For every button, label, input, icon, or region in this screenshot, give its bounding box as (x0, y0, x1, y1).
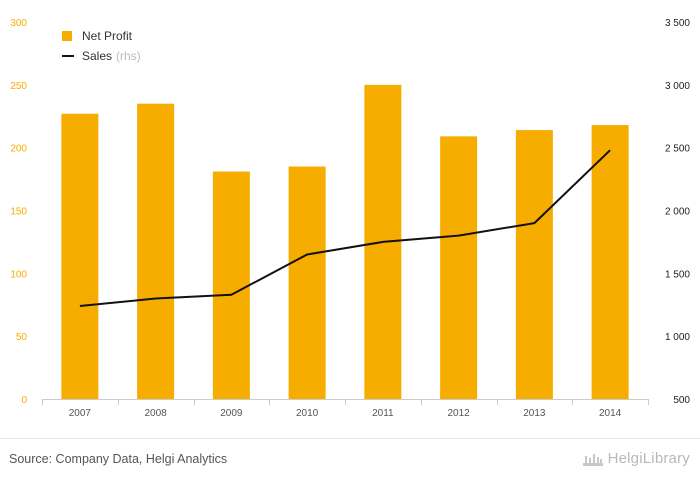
legend-item-net-profit: Net Profit (62, 26, 141, 46)
left-tick-label: 0 (21, 395, 27, 406)
left-tick-label: 150 (10, 207, 27, 218)
legend-label-sales: Sales (82, 49, 113, 63)
legend-item-sales: Sales (rhs) (62, 46, 141, 66)
bar-2007 (61, 113, 99, 399)
x-tick-label-2014: 2014 (599, 408, 622, 419)
footer-divider (0, 438, 700, 439)
library-icon (582, 453, 603, 466)
right-tick-label: 3 000 (665, 81, 690, 92)
line-swatch-icon (62, 55, 74, 57)
brand-name: HelgiLibrary (607, 450, 690, 467)
x-tick-label-2007: 2007 (69, 408, 92, 419)
chart-canvas: 2007 2008 2009 2010 2011 2012 2013 2014 0 50 100 15… (10, 18, 690, 419)
x-tick-label-2013: 2013 (523, 408, 546, 419)
right-tick-label: 500 (673, 395, 690, 406)
legend-note-rhs: (rhs) (116, 49, 141, 63)
x-tick-label-2011: 2011 (372, 408, 394, 419)
right-tick-label: 3 500 (665, 18, 690, 29)
sales-line (79, 149, 611, 307)
right-tick-label: 1 500 (665, 269, 690, 280)
left-tick-label: 100 (10, 269, 27, 280)
bar-2012 (440, 136, 478, 399)
brand-logo: HelgiLibrary (582, 450, 690, 467)
legend: Net Profit Sales (rhs) (62, 26, 141, 66)
bar-2014 (591, 125, 629, 400)
x-tick-label-2008: 2008 (145, 408, 168, 419)
right-tick-label: 1 000 (665, 332, 690, 343)
left-tick-label: 250 (10, 81, 27, 92)
bar-2008 (137, 103, 175, 399)
bar-swatch-icon (62, 31, 72, 41)
chart: 2007 2008 2009 2010 2011 2012 2013 2014 0 50 100 15… (10, 18, 690, 419)
bar-2013 (515, 130, 553, 399)
right-tick-label: 2 500 (665, 144, 690, 155)
legend-label-net-profit: Net Profit (82, 29, 133, 43)
left-tick-label: 300 (10, 18, 27, 29)
right-tick-label: 2 000 (665, 207, 690, 218)
left-tick-label: 200 (10, 144, 27, 155)
bar-2009 (212, 171, 250, 399)
x-tick-label-2009: 2009 (220, 408, 243, 419)
source-note: Source: Company Data, Helgi Analytics (9, 452, 228, 466)
left-tick-label: 50 (16, 332, 28, 343)
bar-2010 (288, 166, 326, 399)
x-tick-label-2012: 2012 (448, 408, 471, 419)
x-tick-label-2010: 2010 (296, 408, 319, 419)
